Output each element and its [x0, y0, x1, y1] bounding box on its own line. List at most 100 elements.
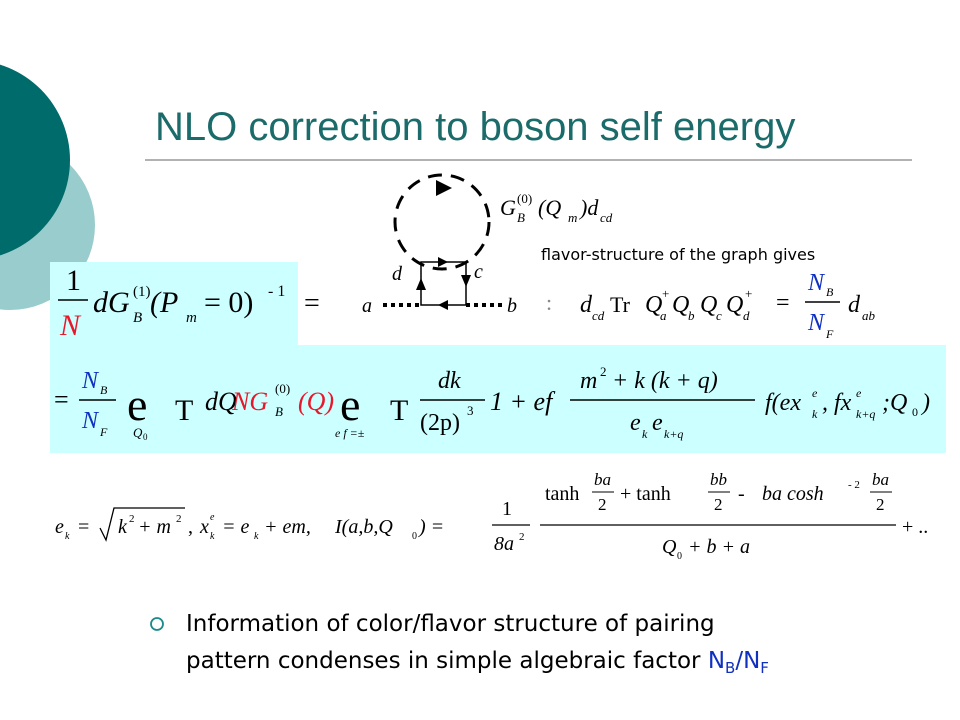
math: d: [848, 292, 861, 318]
math: (Q: [538, 195, 561, 220]
math: 2: [714, 495, 723, 514]
slide-title: NLO correction to boson self energy: [155, 105, 795, 149]
math: (2p): [420, 410, 460, 436]
math: dk: [438, 368, 461, 394]
math: Q: [726, 292, 743, 318]
math: Q: [662, 536, 677, 558]
math: k: [812, 407, 818, 421]
vertex-label: a: [362, 295, 372, 317]
math: ): [920, 390, 930, 416]
math: (0): [517, 191, 532, 206]
math: = 0): [204, 286, 253, 319]
math: k: [254, 531, 259, 542]
equation-2: = N B N F e Q 0 T dQ NG (0) B (Q) e e f …: [54, 364, 930, 442]
math: T: [390, 394, 408, 427]
bullet-text: pattern condenses in simple algebraic fa…: [186, 648, 769, 677]
math: 2: [598, 495, 607, 514]
factor: /: [735, 648, 743, 674]
math: k+q: [664, 427, 683, 441]
equation-1: 1 N dG (1) B (P m = 0) - 1 =: [58, 264, 320, 342]
math: ab: [862, 308, 876, 323]
sqrt: [99, 507, 185, 542]
math: =: [54, 385, 69, 414]
math: ba: [594, 470, 611, 489]
feynman-diagram: d c a b G (0) B (Q m )d cd: [362, 173, 613, 317]
bullet-marker: [150, 617, 164, 631]
math: k+q: [856, 407, 875, 421]
math: cd: [592, 308, 605, 323]
math: ,: [188, 516, 193, 538]
math: - 1: [268, 283, 285, 300]
math: (0): [275, 381, 290, 396]
arrow: [436, 180, 452, 196]
math: k: [118, 516, 128, 538]
math: m: [580, 368, 597, 394]
math: 2: [600, 364, 607, 379]
math: tanh: [545, 483, 579, 505]
math: Tr: [610, 292, 631, 317]
math: + em,: [264, 516, 311, 538]
math: 0: [912, 405, 918, 419]
math: B: [275, 404, 283, 419]
math: + tanh: [620, 483, 671, 505]
math: e: [55, 516, 64, 538]
math: N: [807, 270, 826, 296]
math: a: [660, 308, 667, 323]
math: I(a,b,Q: [334, 516, 393, 538]
math: 2: [176, 513, 182, 525]
math: 1: [66, 264, 81, 297]
math: T: [175, 394, 193, 427]
flavor-note: flavor-structure of the graph gives: [541, 245, 815, 264]
math: = e: [222, 516, 249, 538]
math: 1: [502, 498, 512, 520]
math: NG: [231, 387, 268, 416]
math: + m: [138, 516, 171, 538]
math: ) =: [418, 516, 444, 538]
eq-box-1: [50, 262, 298, 346]
math: e: [127, 379, 147, 430]
math: + ..: [902, 516, 928, 538]
math: e: [630, 410, 641, 436]
math: F: [825, 327, 834, 341]
factor: N: [708, 648, 725, 674]
factor: F: [760, 659, 769, 677]
vertex-label: d: [392, 263, 403, 285]
math: e: [652, 410, 663, 436]
math: m: [186, 310, 197, 326]
math: dG: [93, 286, 130, 319]
factor: B: [725, 659, 735, 677]
math: e: [812, 386, 818, 400]
boson-loop: [393, 173, 491, 271]
math: e: [856, 386, 862, 400]
math: +: [745, 286, 752, 301]
math: G: [500, 195, 516, 220]
math: (Q): [298, 387, 334, 416]
math: ;Q: [882, 390, 907, 416]
deco-circle-dark: [0, 64, 70, 256]
math: 2: [519, 531, 525, 543]
flavor-factor: : d cd Tr Q a + Q b Q c Q d + = N B N F …: [546, 270, 876, 341]
math: )d: [578, 195, 599, 220]
math: e: [210, 512, 215, 523]
math: d: [580, 292, 593, 318]
math: Q: [645, 292, 662, 318]
math: ba: [872, 470, 889, 489]
math: F: [99, 425, 108, 439]
math: b: [688, 308, 695, 323]
math: 0: [677, 551, 682, 562]
vertex-label: b: [507, 295, 517, 317]
math: , fx: [822, 390, 852, 416]
math: ba cosh: [762, 483, 824, 505]
math: 3: [467, 403, 474, 418]
math: Q: [672, 292, 689, 318]
math: f(ex: [765, 390, 801, 416]
math: B: [826, 285, 834, 299]
math: +: [662, 286, 669, 301]
math: dQ: [205, 387, 237, 416]
math: k: [210, 531, 215, 542]
eq-box-2: [50, 345, 946, 453]
math: =: [304, 288, 320, 319]
math: B: [100, 383, 108, 397]
math: Q: [133, 425, 143, 440]
